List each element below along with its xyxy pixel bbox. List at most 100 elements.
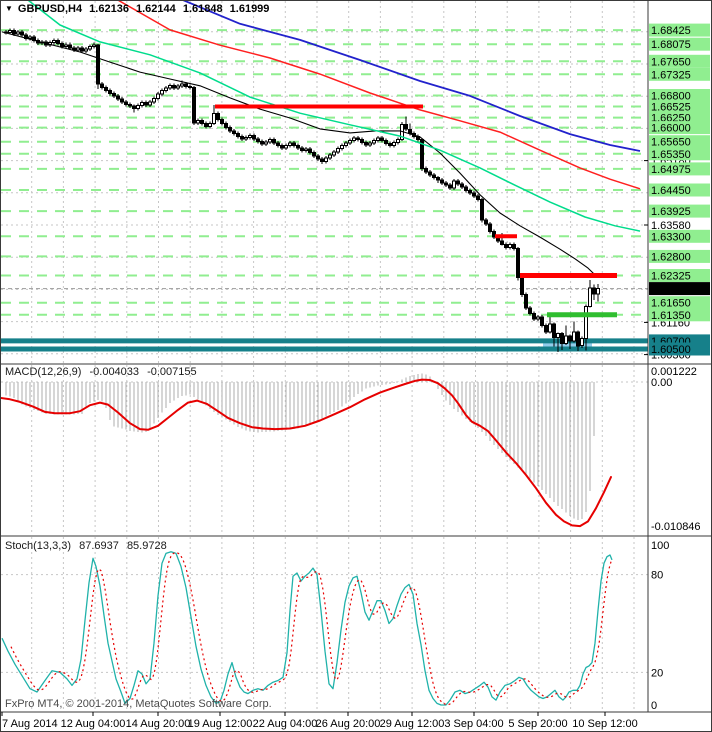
candle: [196, 118, 200, 125]
candle: [176, 84, 180, 91]
candle: [472, 190, 476, 199]
time-axis-label: 10 Sep 12:00: [572, 718, 637, 730]
candle: [136, 103, 140, 111]
price-levels-layer: [1, 29, 648, 316]
stoch-d-line: [10, 552, 612, 706]
price-badge-label: 1.68075: [651, 39, 691, 51]
candle: [524, 292, 528, 310]
candle: [536, 314, 540, 322]
candle: [20, 29, 24, 38]
candle: [204, 121, 208, 129]
candle: [200, 118, 204, 126]
stoch-label: Stoch(13,3,3) 87.6937 85.9728: [5, 540, 172, 552]
candle: [236, 131, 240, 139]
candle: [280, 143, 284, 150]
candle: [352, 136, 356, 143]
candle: [476, 194, 480, 202]
macd-main-value: -0.004033: [89, 366, 140, 378]
candle: [8, 28, 12, 35]
price-badge-green: [649, 54, 710, 68]
candle: [404, 116, 408, 131]
candle: [568, 334, 572, 349]
price-badge-label: 1.62325: [651, 271, 691, 283]
candle: [384, 138, 388, 146]
stoch-axis-label: 20: [651, 667, 663, 679]
candle: [160, 88, 164, 96]
stoch-axis-label: 0: [651, 700, 657, 712]
macd-axis-label: 0.001222: [651, 366, 697, 378]
price-badge-label: 1.65350: [651, 149, 691, 161]
time-axis-label: 3 Sep 04:00: [444, 718, 503, 730]
candle: [84, 46, 88, 54]
candle: [364, 140, 368, 147]
candle: [96, 43, 100, 89]
ohlc-close: 1.61999: [229, 3, 270, 15]
candle: [256, 136, 260, 144]
macd-axis-label: -0.010846: [651, 521, 701, 533]
candle: [556, 332, 560, 352]
candle: [332, 149, 336, 157]
ohlc-high: 1.62144: [136, 3, 176, 15]
candle: [480, 198, 484, 223]
candle: [64, 42, 68, 49]
candle: [284, 143, 288, 150]
macd-layer: [1, 373, 612, 528]
stoch-d-value: 85.9728: [126, 540, 167, 552]
candle: [336, 146, 340, 154]
chart-dropdown-icon[interactable]: ▼: [5, 4, 13, 13]
candle: [548, 316, 552, 334]
candle: [120, 97, 124, 104]
candle: [344, 140, 348, 148]
accumulation-zone: [543, 340, 592, 351]
candle: [116, 93, 120, 102]
candle: [316, 153, 320, 161]
candle: [340, 143, 344, 151]
stoch-axis-label: 100: [651, 540, 669, 552]
candle: [88, 44, 92, 51]
price-badge-label: 1.65650: [651, 137, 691, 149]
candle: [100, 82, 104, 90]
candle: [532, 311, 536, 322]
candle: [192, 85, 196, 126]
candle: [424, 166, 428, 174]
candle: [464, 185, 468, 193]
ma-slow-red: [118, 1, 641, 190]
price-badge-label: 1.67325: [651, 69, 691, 81]
candle: [252, 133, 256, 141]
price-badge-label: 1.68425: [651, 25, 691, 37]
candle: [452, 178, 456, 190]
candle: [456, 178, 460, 186]
candle: [240, 134, 244, 141]
candle: [544, 323, 548, 335]
candle: [128, 102, 132, 108]
candle: [80, 46, 84, 54]
current-price-label: 1.61999: [651, 284, 691, 296]
candle: [156, 91, 160, 101]
candle: [504, 242, 508, 250]
candle: [484, 218, 488, 227]
candle: [108, 88, 112, 96]
candle: [52, 38, 56, 45]
candle: [92, 42, 96, 49]
chart-title: ▼ GBPUSD,H4 1.62136 1.62144 1.61848 1.619…: [5, 3, 273, 15]
candle: [356, 136, 360, 142]
candle: [328, 153, 332, 161]
candle: [516, 246, 520, 281]
price-badge-green: [649, 67, 710, 81]
candle: [432, 173, 436, 180]
price-badge-label: 1.66800: [651, 91, 691, 103]
price-badge-green: [649, 37, 710, 51]
candle: [164, 85, 168, 93]
moving-averages-layer: [1, 1, 641, 276]
candle: [372, 138, 376, 145]
axis-layer: 1.651801.635801.611601.603601.684251.680…: [1, 23, 710, 730]
macd-signal-line: [1, 378, 612, 528]
time-axis-label: 14 Aug 20:00: [126, 718, 191, 730]
ma-mid-green: [27, 1, 641, 232]
candle: [436, 175, 440, 184]
macd-label: MACD(12,26,9) -0.004033 -0.007155: [5, 366, 202, 378]
drawn-objects-layer[interactable]: [215, 104, 617, 318]
candle: [308, 147, 312, 155]
